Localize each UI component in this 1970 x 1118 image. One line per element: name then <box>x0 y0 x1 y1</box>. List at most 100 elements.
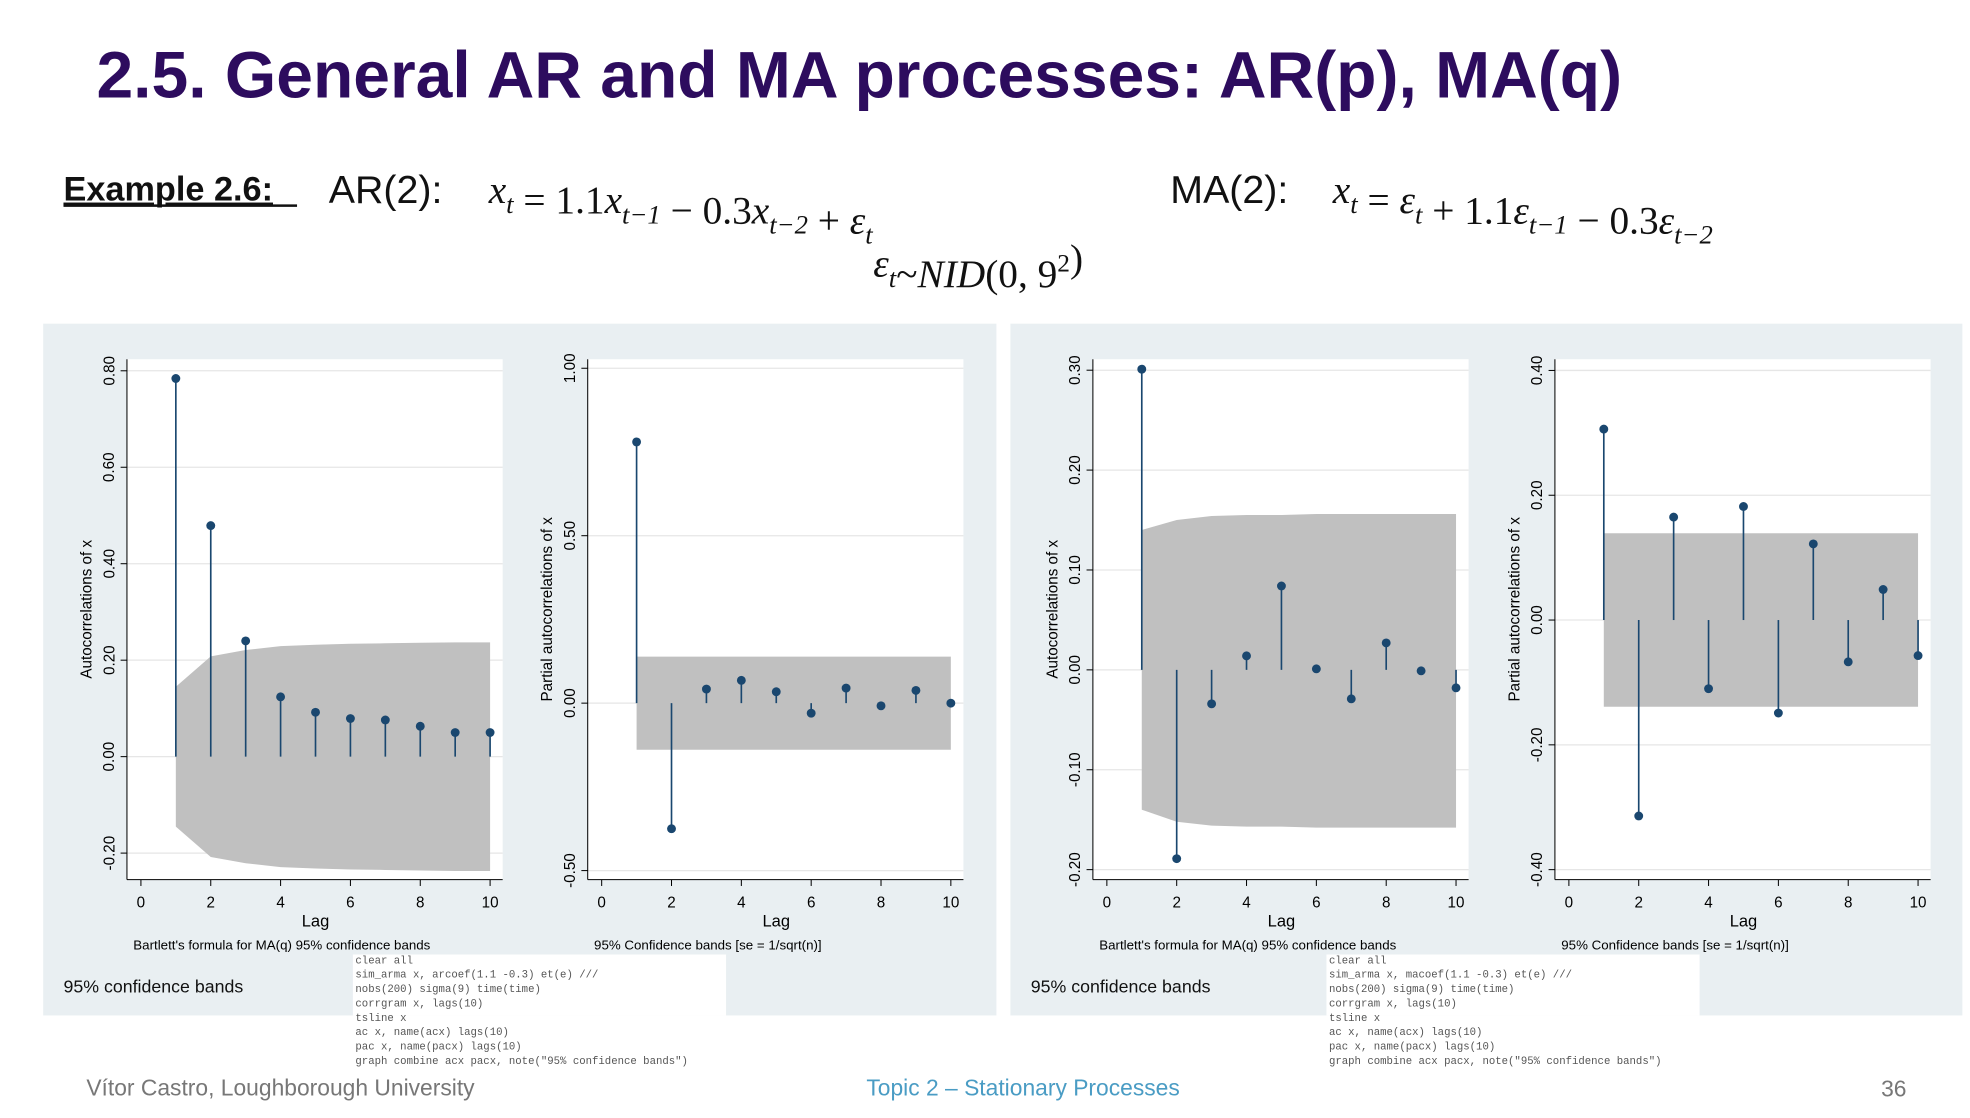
subscript: t <box>506 189 514 219</box>
spike-marker <box>311 707 320 717</box>
y-tick-label: 0.00 <box>101 742 118 772</box>
footer-topic: Topic 2 – Stationary Processes <box>866 1074 1179 1100</box>
x-tick-label: 6 <box>1312 895 1320 912</box>
spike-marker <box>1346 694 1356 704</box>
y-tick-label: 0.20 <box>1067 455 1084 485</box>
charts: -0.20 0.00 0.20 0.40 0.60 0.80 0 2 4 6 8 10 Autocorr… <box>78 353 1931 952</box>
y-tick-label: 0.10 <box>1067 555 1084 585</box>
spike-marker <box>450 728 460 737</box>
spike-marker <box>1277 581 1286 591</box>
code-line: nobs(200) sigma(9) time(time) <box>1329 984 1514 996</box>
x-tick-label: 4 <box>737 895 746 912</box>
math-part: ~ <box>896 252 917 296</box>
y-tick-label: 0.00 <box>562 688 579 718</box>
y-tick-label: -0.50 <box>562 853 579 888</box>
spike-marker <box>771 687 781 697</box>
code-line: tsline x <box>355 1013 406 1025</box>
spike-marker <box>1599 424 1609 434</box>
y-axis-title: Autocorrelations of x <box>78 540 95 679</box>
code-line: nobs(200) sigma(9) time(time) <box>355 984 540 996</box>
x-tick-label: 2 <box>667 895 675 912</box>
y-tick-label: 0.40 <box>101 549 118 579</box>
spike-marker <box>1669 512 1679 522</box>
y-tick-label: 0.20 <box>1529 480 1546 510</box>
page-number: 36 <box>1881 1076 1906 1102</box>
x-tick-label: 10 <box>1910 895 1927 912</box>
spike-marker <box>1704 684 1713 694</box>
code-line: graph combine acx pacx, note("95% confid… <box>355 1056 688 1068</box>
subscript: t <box>865 220 873 250</box>
slide-title: 2.5. General AR and MA processes: AR(p),… <box>96 38 1622 112</box>
spike-marker <box>1416 666 1426 676</box>
code-line: clear all <box>355 955 413 967</box>
y-tick-label: -0.20 <box>1529 727 1546 762</box>
model-label: AR(2): <box>329 168 443 212</box>
math-part: ε <box>850 199 866 243</box>
code-line: clear all <box>1329 955 1387 967</box>
x-tick-label: 4 <box>1242 895 1251 912</box>
spike-marker <box>241 636 251 646</box>
math-part: − 0.3 <box>1568 199 1659 243</box>
math-part: ε <box>1400 178 1416 222</box>
spike-marker <box>380 715 390 725</box>
x-tick-label: 6 <box>346 895 354 912</box>
x-tick-label: 10 <box>1448 895 1465 912</box>
y-tick-label: 0.40 <box>1529 356 1546 386</box>
x-tick-label: 6 <box>807 895 815 912</box>
x-tick-label: 4 <box>276 895 285 912</box>
panel-note: 95% confidence bands <box>63 977 243 997</box>
plot-area <box>587 359 964 880</box>
y-tick-label: -0.20 <box>1067 852 1084 887</box>
y-tick-label: 0.00 <box>1529 605 1546 635</box>
superscript: 2 <box>1057 250 1070 278</box>
spike-marker <box>171 374 181 383</box>
x-tick-label: 0 <box>1103 895 1111 912</box>
code-line: pac x, name(pacx) lags(10) <box>1329 1041 1495 1053</box>
subscript: t−2 <box>769 210 808 240</box>
x-tick-label: 6 <box>1774 895 1782 912</box>
x-tick-label: 8 <box>877 895 885 912</box>
spike-marker <box>1739 502 1748 511</box>
x-tick-label: 0 <box>137 895 145 912</box>
chart-note: Bartlett's formula for MA(q) 95% confide… <box>1099 937 1396 952</box>
spike-marker <box>876 701 886 711</box>
y-tick-label: 0.30 <box>1067 355 1084 385</box>
formula: xt = εt + 1.1εt−1 − 0.3εt−2 <box>1332 168 1713 250</box>
code-line: pac x, name(pacx) lags(10) <box>355 1041 521 1053</box>
x-tick-label: 2 <box>1634 895 1642 912</box>
y-axis-title: Autocorrelations of x <box>1044 540 1061 679</box>
math-part: + 1.1 <box>1422 188 1513 232</box>
code-line: sim_arma x, macoef(1.1 -0.3) et(e) /// <box>1329 970 1572 982</box>
math-part: − 0.3 <box>661 188 752 232</box>
math-part: = <box>1358 178 1400 222</box>
code-line: sim_arma x, arcoef(1.1 -0.3) et(e) /// <box>355 970 598 982</box>
x-tick-label: 2 <box>1172 895 1180 912</box>
x-axis-title: Lag <box>1730 913 1758 931</box>
confidence-band <box>636 656 951 750</box>
code-line: corrgram x, lags(10) <box>1329 998 1457 1010</box>
code-line: tsline x <box>1329 1013 1380 1025</box>
spike-marker <box>1137 364 1147 374</box>
x-tick-label: 10 <box>482 895 499 912</box>
code-box <box>1326 954 1700 1016</box>
x-axis-title: Lag <box>1268 913 1296 931</box>
spike-marker <box>1913 651 1923 661</box>
spike-marker <box>1878 585 1888 594</box>
math-part: + <box>808 199 850 243</box>
spike-marker <box>1843 657 1853 667</box>
spike-marker <box>841 683 851 693</box>
y-tick-label: 1.00 <box>562 353 579 383</box>
spike-marker <box>1242 651 1251 661</box>
spike-marker <box>1808 539 1818 549</box>
x-tick-label: 8 <box>416 895 424 912</box>
spike-marker <box>667 824 676 834</box>
chart-note: 95% Confidence bands [se = 1/sqrt(n)] <box>1561 937 1789 952</box>
code-line: corrgram x, lags(10) <box>355 998 483 1010</box>
spike-marker <box>1634 811 1644 821</box>
spike-marker <box>345 714 355 723</box>
y-axis-title: Partial autocorrelations of x <box>539 517 556 702</box>
spike-marker <box>485 728 495 737</box>
subscript: t−2 <box>1674 220 1713 250</box>
x-axis-title: Lag <box>302 913 330 931</box>
y-tick-label: 0.60 <box>101 452 118 482</box>
